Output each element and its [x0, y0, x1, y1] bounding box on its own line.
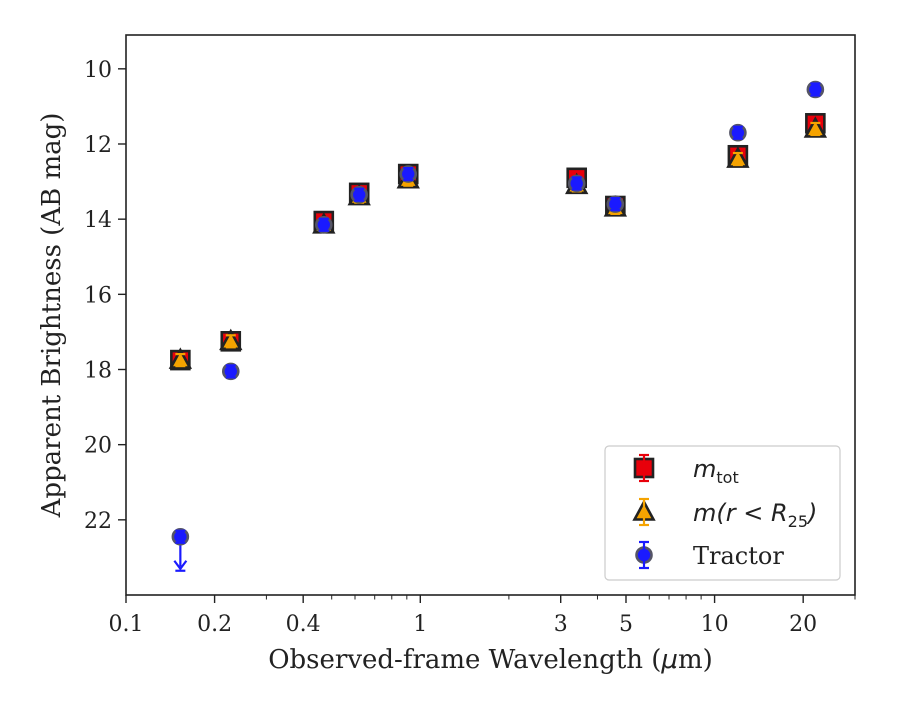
y-tick-label: 20 — [84, 434, 112, 459]
y-tick-label: 10 — [84, 58, 112, 83]
tractor-point — [806, 80, 825, 99]
y-tick-label: 18 — [84, 358, 112, 383]
data-marks — [168, 80, 828, 572]
axes: 0.1 0.2 0.4 1 3 5 10 20 10 12 14 16 18 20 22 — [84, 58, 856, 637]
x-tick-label: 5 — [619, 612, 633, 637]
tractor-errorbar — [403, 166, 414, 182]
x-tick-label: 0.1 — [109, 612, 144, 637]
tractor-errorbar — [354, 187, 365, 202]
legend-label-tractor: Tractor — [693, 542, 784, 570]
x-tick-label: 20 — [789, 612, 817, 637]
legend-symbol-mr25 — [632, 497, 656, 527]
tractor-point — [314, 215, 333, 234]
mr25-point — [219, 328, 243, 351]
mr25-point — [168, 347, 193, 369]
legend-label-mr25: m(r < R25) — [693, 499, 817, 531]
legend-mr25-sub: 25 — [788, 512, 808, 531]
plot-frame — [125, 34, 856, 596]
x-axis-title-mu: μ — [660, 645, 678, 675]
mr25-series — [168, 116, 828, 369]
mr25-point — [803, 116, 828, 138]
x-tick-label: 10 — [701, 612, 729, 637]
legend-box — [604, 445, 841, 581]
legend-symbol-mtot — [633, 453, 655, 483]
tractor-point — [606, 195, 625, 213]
y-tick-label: 16 — [84, 283, 112, 308]
x-tick-label: 0.4 — [286, 612, 321, 637]
tractor-errorbar — [175, 529, 186, 544]
tractor-point — [221, 362, 240, 381]
tractor-errorbar — [732, 125, 743, 140]
tractor-point — [171, 527, 190, 572]
mr25-point — [726, 146, 750, 168]
tractor-series — [171, 80, 825, 572]
x-axis-title-part3: m) — [678, 645, 713, 675]
y-tick-label: 14 — [84, 208, 112, 233]
x-axis-title-part1: Observed-frame Wavelength ( — [268, 645, 661, 675]
tractor-errorbar — [571, 176, 582, 191]
x-tick-label: 1 — [413, 612, 427, 637]
tractor-point — [399, 165, 418, 183]
y-tick-label: 22 — [84, 509, 112, 534]
legend-symbols — [632, 453, 656, 570]
x-tick-label: 0.2 — [197, 612, 232, 637]
legend: mtot m(r < R25) Tractor — [604, 445, 841, 581]
y-axis-title: Apparent Brightness (AB mag) — [37, 113, 67, 519]
legend-mr25-tail: ) — [806, 499, 817, 527]
legend-label-mtot: mtot — [693, 455, 739, 487]
y-tick-label: 12 — [84, 133, 112, 158]
tractor-errorbar — [810, 82, 821, 97]
legend-mtot-sub: tot — [716, 468, 738, 487]
mr25-errorbar — [225, 334, 236, 349]
legend-mtot-main: m — [693, 455, 716, 483]
x-tick-label: 3 — [554, 612, 568, 637]
legend-mr25-main: m(r < R — [693, 499, 788, 527]
tractor-point — [350, 185, 368, 204]
mr25-errorbar — [810, 121, 821, 137]
tractor-errorbar — [225, 364, 236, 379]
tractor-point — [567, 174, 586, 193]
x-axis-title: Observed-frame Wavelength (μm) — [268, 645, 713, 675]
tractor-errorbar — [318, 217, 329, 232]
tractor-errorbar — [610, 197, 621, 212]
mr25-errorbar — [175, 353, 186, 368]
mtot-series — [170, 113, 826, 371]
legend-symbol-tractor — [635, 540, 653, 570]
tractor-point — [729, 123, 747, 142]
arrow-head — [173, 560, 188, 571]
mr25-errorbar — [732, 151, 743, 167]
